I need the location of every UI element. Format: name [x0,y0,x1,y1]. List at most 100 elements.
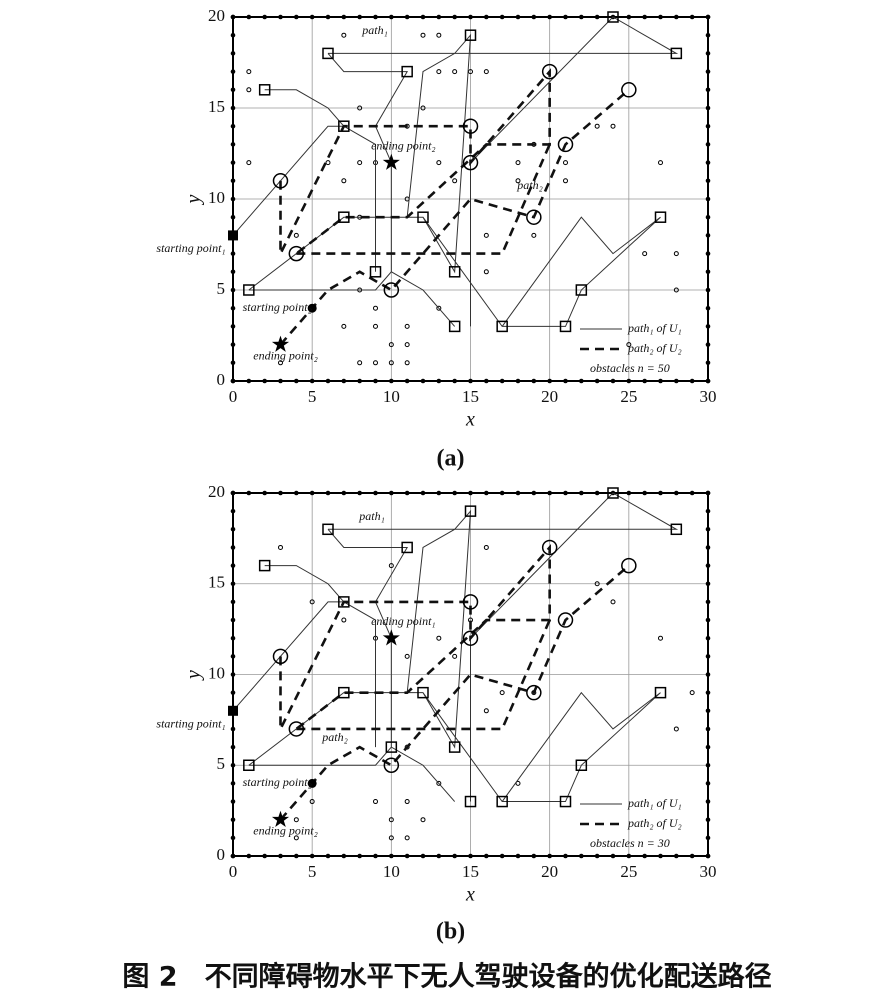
frame-dot [262,378,267,384]
frame-dot [705,853,711,859]
frame-dot [579,14,584,20]
frame-dot [658,378,663,384]
waypoint [338,686,350,699]
obstacle [325,160,331,166]
frame-dot [705,51,711,56]
frame-dot [230,360,236,366]
frame-dot [705,251,711,256]
legend-label: obstacles n = 30 [590,836,670,850]
frame-dot [230,799,236,804]
frame-dot [230,635,236,641]
frame-dot [594,490,600,496]
frame-dot [294,853,299,859]
x-tick-label: 0 [229,862,238,881]
waypoint [559,795,572,808]
frame-dot [705,726,711,732]
frame-dot [705,178,711,184]
frame-dot [452,490,457,496]
frame-dot [594,853,600,859]
frame-dot [452,853,457,859]
waypoint [401,65,413,78]
frame-dot [705,233,711,238]
frame-dot [325,490,331,496]
x-tick-label: 20 [541,862,558,881]
frame-dot [294,14,299,20]
frame-dot [626,378,632,384]
frame-dot [531,490,537,496]
frame-dot [705,287,711,293]
obstacle [278,360,283,366]
waypoint [541,63,558,80]
frame-dot [230,527,236,532]
obstacle [610,123,616,129]
obstacle [404,360,410,366]
frame-dot [373,490,378,496]
frame-dot [705,835,711,841]
waypoint [557,612,574,628]
obstacle [515,178,521,184]
frame-dot [278,853,283,859]
frame-dot [230,744,236,750]
frame-dot [230,672,236,677]
legend-label: path₁ of U₁ [627,321,682,335]
obstacle [341,323,347,329]
waypoint [654,211,667,223]
end-point [382,629,400,646]
frame-dot [547,490,552,496]
obstacle [594,581,600,587]
point-label: starting point₁ [156,241,225,255]
waypoint [464,505,477,517]
frame-dot [309,378,315,384]
frame-dot [594,14,600,20]
frame-dot [563,490,568,496]
frame-dot [705,817,711,822]
waypoint [557,136,574,153]
frame-dot [230,581,236,587]
frame-dot [468,14,473,20]
y-tick-label: 20 [208,482,225,501]
obstacle [420,105,426,111]
frame-dot [404,853,410,859]
y-tick-label: 20 [208,6,225,25]
waypoint [288,721,305,737]
waypoint [338,120,350,132]
waypoint [575,284,588,296]
waypoint [243,284,255,296]
frame-dot [468,853,473,859]
obstacle [293,232,299,238]
obstacle [452,178,458,184]
waypoint [448,320,461,333]
obstacle [436,160,442,166]
path-annotation: path₁ [358,509,385,523]
frame-dot [705,799,711,804]
frame-dot [404,490,410,496]
frame-dot [705,599,711,605]
legend-label: obstacles n = 50 [590,361,670,375]
waypoint [448,741,461,753]
frame-dot [230,490,236,496]
frame-dot [705,69,711,74]
frame-dot [404,378,410,384]
waypoint [322,47,334,60]
end-point [271,335,290,352]
obstacle [452,653,458,659]
waypoint [670,47,683,60]
frame-dot [658,490,663,496]
frame-dot [515,490,521,496]
legend-label: path₂ of U₂ [627,816,682,830]
frame-dot [278,14,283,20]
frame-dot [563,378,568,384]
frame-dot [246,378,252,384]
x-tick-label: 30 [700,387,717,406]
frame-dot [373,853,378,859]
frame-dot [230,654,236,659]
frame-dot [499,853,505,859]
frame-dot [230,781,236,786]
waypoint [401,541,413,554]
waypoint [575,759,588,771]
frame-dot [547,378,552,384]
frame-dot [230,305,236,311]
frame-dot [705,781,711,786]
frame-dot [246,853,252,859]
frame-dot [484,853,489,859]
